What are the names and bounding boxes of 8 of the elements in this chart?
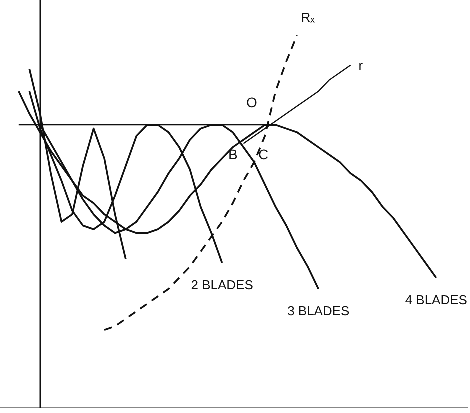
series-label: Rₓ	[301, 10, 316, 26]
series-label: r	[358, 58, 364, 73]
annotation: B	[228, 146, 238, 162]
annotation: C	[258, 146, 269, 162]
series-label: 4 BLADES	[405, 292, 468, 308]
series-label: 3 BLADES	[288, 304, 350, 319]
annotation: O	[246, 94, 258, 110]
series-label: 2 BLADES	[191, 278, 254, 293]
